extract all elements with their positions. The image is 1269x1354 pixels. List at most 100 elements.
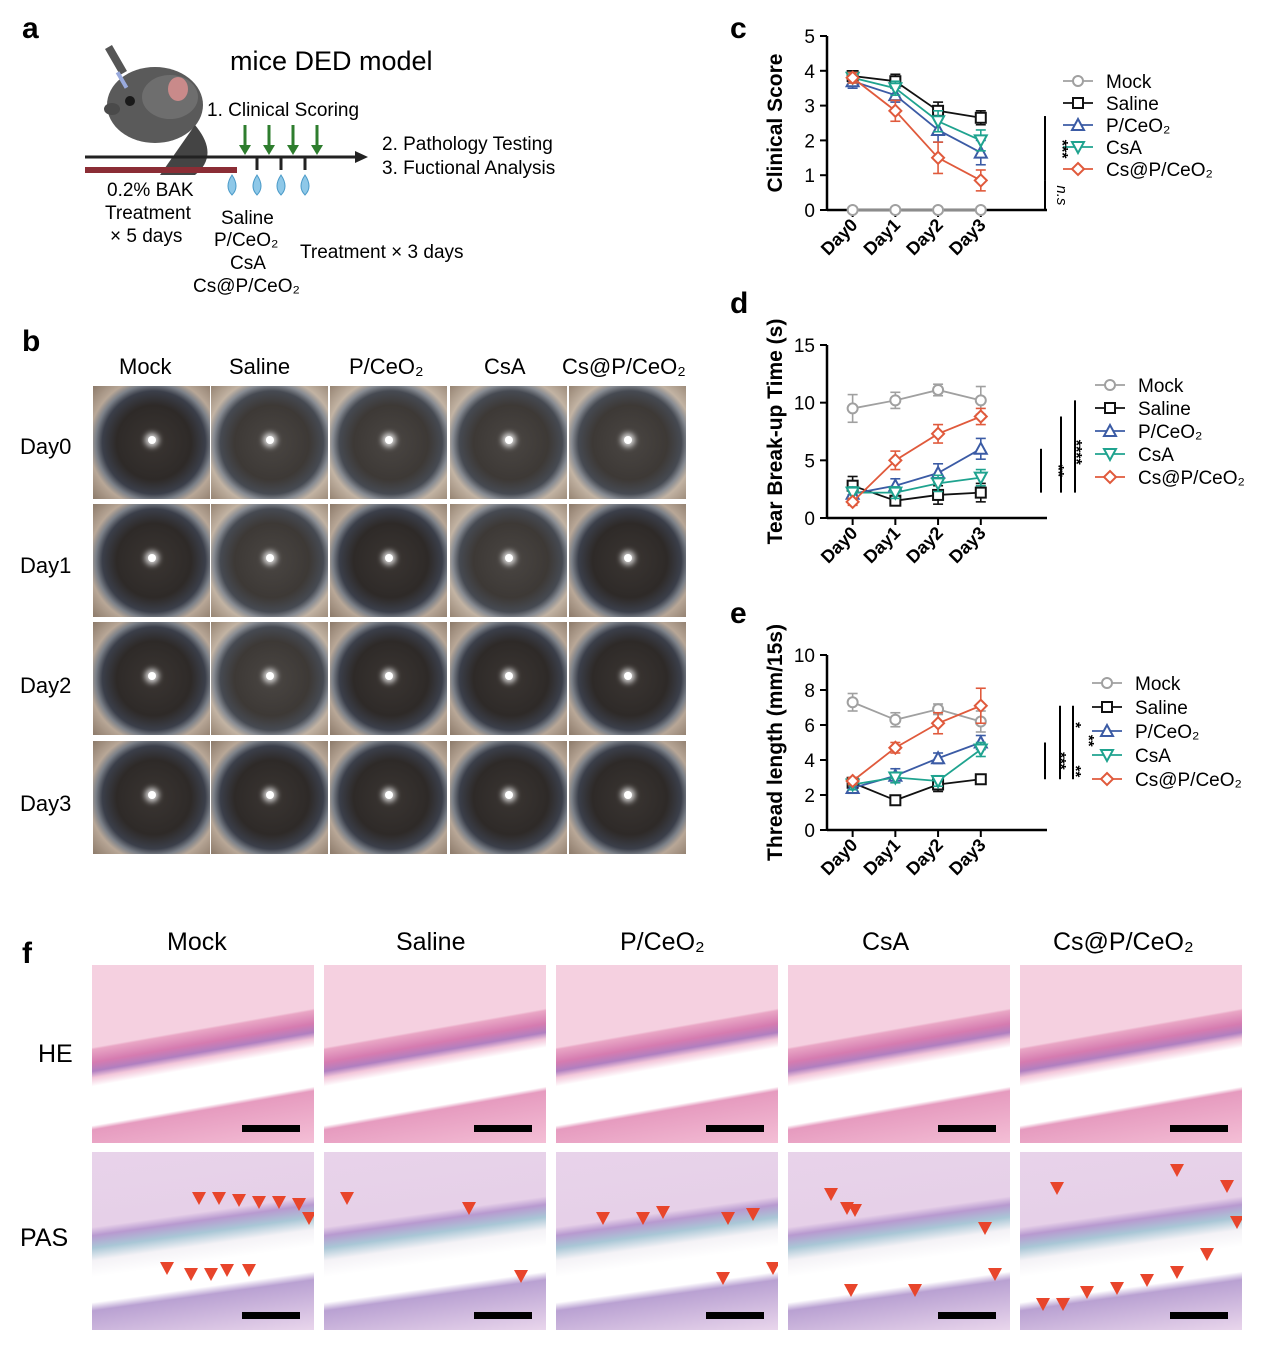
y-tick-label: 5 [804,27,815,48]
legend-label: Saline [1135,698,1188,719]
x-tick-label: Day3 [945,835,990,880]
goblet-cell-arrow [1220,1180,1234,1193]
goblet-cell-arrow [1050,1182,1064,1195]
eye-col-pceo2: P/CeO₂ [349,354,424,379]
goblet-cell-arrow [766,1262,778,1275]
data-point [930,750,946,765]
histology-he-4 [1020,965,1242,1143]
x-tick-label: Day2 [902,215,947,260]
data-point [974,204,987,216]
data-point [974,394,987,407]
corneal-reflection [623,672,632,681]
y-tick-label: 0 [804,821,815,842]
histology-he-0 [92,965,314,1143]
series-line [852,748,982,786]
y-tick-label: 6 [804,716,815,737]
data-point [973,144,989,159]
legend-marker [1102,448,1118,463]
eye-photo-day3-4 [569,741,686,854]
scale-bar [1170,1312,1228,1319]
corneal-reflection [384,791,393,800]
eye-photo-day2-4 [569,622,686,735]
y-tick-label: 15 [794,336,815,357]
goblet-cell-arrow [1170,1164,1184,1177]
legend-marker [1072,75,1084,87]
data-point [974,111,987,124]
x-tick-label: Day2 [902,835,947,880]
goblet-cell-arrow [596,1212,610,1225]
timeline-arrowhead [355,151,368,163]
panel-label-b: b [22,325,41,358]
data-point [889,794,902,807]
legend-label: Cs@P/CeO₂ [1138,468,1245,489]
goblet-cell-arrow [192,1192,206,1205]
goblet-cell-arrow [252,1196,266,1209]
legend-label: Cs@P/CeO₂ [1135,770,1242,791]
histo-col-saline: Saline [396,928,466,956]
eye-photo-day1-2 [330,504,447,617]
timeline-ticks [255,157,307,170]
step-functional-analysis: 3. Fuctional Analysis [382,158,556,179]
scale-bar [474,1312,532,1319]
eye-photo-day0-1 [211,386,328,499]
corneal-reflection [265,436,274,445]
treatment-duration: Treatment × 3 days [300,242,464,263]
series-line [852,75,981,119]
data-point [887,486,904,501]
data-point [973,698,989,714]
goblet-cell-arrow [1170,1266,1184,1279]
data-point [887,82,904,97]
histo-col-pceo2: P/CeO₂ [620,928,705,956]
goblet-cell-arrow [1200,1248,1214,1261]
panel-label-e: e [730,597,747,630]
data-point [845,70,861,86]
legend-label: CsA [1106,138,1142,159]
data-point [930,715,946,731]
goblet-cell-arrow [1056,1298,1070,1311]
legend-marker [1102,469,1118,485]
goblet-cell-arrow [204,1268,218,1281]
scoring-arrows [239,125,323,155]
series-line [852,80,982,154]
significance-label: * [1067,722,1084,728]
data-point [887,103,903,119]
data-point [930,150,946,166]
treatment-pceo2: P/CeO₂ [214,230,279,251]
significance-label: ** [1049,464,1066,477]
data-point [889,713,902,726]
bak-treatment-bar [85,167,237,173]
corneal-reflection [265,672,274,681]
legend-marker [1102,422,1118,437]
histo-col-mock: Mock [167,928,227,956]
legend-marker [1070,116,1086,131]
data-point [973,471,989,486]
data-point [973,409,989,424]
legend-marker [1101,677,1113,689]
goblet-cell-arrow [978,1222,992,1235]
goblet-cell-arrow [746,1208,760,1221]
legend-marker [1099,749,1115,764]
eye-photo-day1-4 [569,504,686,617]
series-line [852,778,981,802]
goblet-cell-arrow [1036,1298,1050,1311]
legend-label: Mock [1138,376,1184,397]
corneal-reflection [623,554,632,563]
goblet-cell-arrow [1110,1282,1124,1295]
bak-label-line1: 0.2% BAK [107,180,194,201]
dropper-icon [105,45,129,89]
data-point [930,775,946,790]
goblet-cell-arrow [160,1262,174,1275]
goblet-cell-arrow [1140,1274,1154,1287]
eye-photo-day2-1 [211,622,328,735]
significance-label: **** [1067,440,1084,466]
x-tick-label: Day2 [902,523,947,568]
histology-pas-4 [1020,1152,1242,1330]
eye-photo-day2-3 [450,622,567,735]
y-tick-label: 1 [804,166,815,187]
treatment-csa: CsA [230,253,266,274]
corneal-reflection [265,791,274,800]
y-axis-title: Tear Break-up Time (s) [764,319,787,545]
corneal-reflection [504,436,513,445]
eye-photo-day1-3 [450,504,567,617]
